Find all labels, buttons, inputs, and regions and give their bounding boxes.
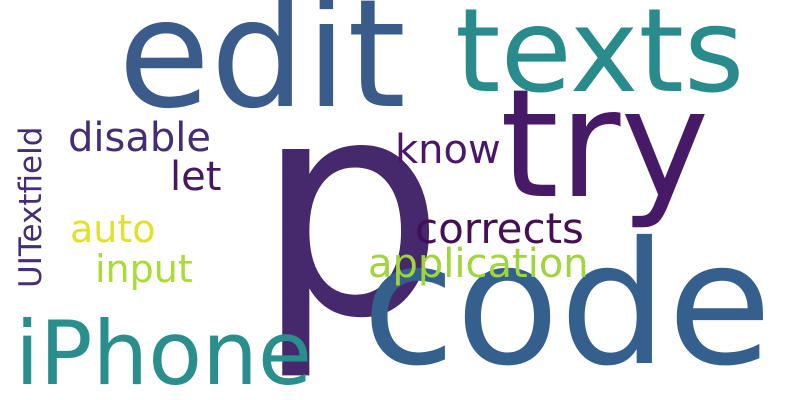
word-p: p xyxy=(255,35,446,384)
word-texts: texts xyxy=(455,0,745,119)
word-know: know xyxy=(395,127,501,173)
word-uitextfield: UITextfield xyxy=(13,126,49,288)
word-disable: disable xyxy=(68,115,211,161)
word-input: input xyxy=(95,247,193,291)
word-application: application xyxy=(368,241,589,287)
word-try: try xyxy=(500,58,710,232)
word-edit: edit xyxy=(118,0,406,142)
word-corrects: corrects xyxy=(415,204,584,253)
word-code: code xyxy=(362,206,772,400)
word-let: let xyxy=(170,154,222,200)
word-auto: auto xyxy=(70,207,156,251)
word-iphone: iPhone xyxy=(15,302,313,400)
